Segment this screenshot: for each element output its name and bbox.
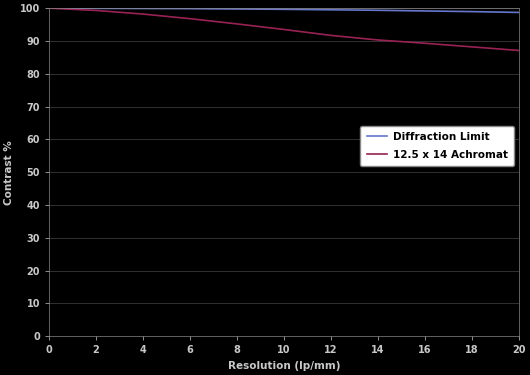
Diffraction Limit xyxy=(516,10,522,15)
12.5 x 14 Achromat xyxy=(422,41,428,45)
12.5 x 14 Achromat xyxy=(516,48,522,53)
12.5 x 14 Achromat xyxy=(234,22,240,26)
Diffraction Limit xyxy=(328,8,334,12)
12.5 x 14 Achromat xyxy=(187,16,193,21)
12.5 x 14 Achromat xyxy=(46,6,52,10)
12.5 x 14 Achromat xyxy=(281,27,287,32)
Diffraction Limit xyxy=(234,7,240,11)
Legend: Diffraction Limit, 12.5 x 14 Achromat: Diffraction Limit, 12.5 x 14 Achromat xyxy=(360,126,514,166)
Diffraction Limit xyxy=(469,9,475,14)
12.5 x 14 Achromat xyxy=(140,12,146,16)
Diffraction Limit xyxy=(93,6,99,10)
Line: Diffraction Limit: Diffraction Limit xyxy=(49,8,519,12)
Diffraction Limit xyxy=(422,9,428,13)
Diffraction Limit xyxy=(46,6,52,10)
Line: 12.5 x 14 Achromat: 12.5 x 14 Achromat xyxy=(49,8,519,51)
X-axis label: Resolution (lp/mm): Resolution (lp/mm) xyxy=(228,361,340,371)
Diffraction Limit xyxy=(375,8,381,12)
Diffraction Limit xyxy=(140,6,146,11)
Y-axis label: Contrast %: Contrast % xyxy=(4,140,14,205)
12.5 x 14 Achromat xyxy=(375,38,381,42)
12.5 x 14 Achromat xyxy=(93,8,99,13)
Diffraction Limit xyxy=(281,7,287,12)
Diffraction Limit xyxy=(187,6,193,11)
12.5 x 14 Achromat xyxy=(469,45,475,49)
12.5 x 14 Achromat xyxy=(328,33,334,38)
